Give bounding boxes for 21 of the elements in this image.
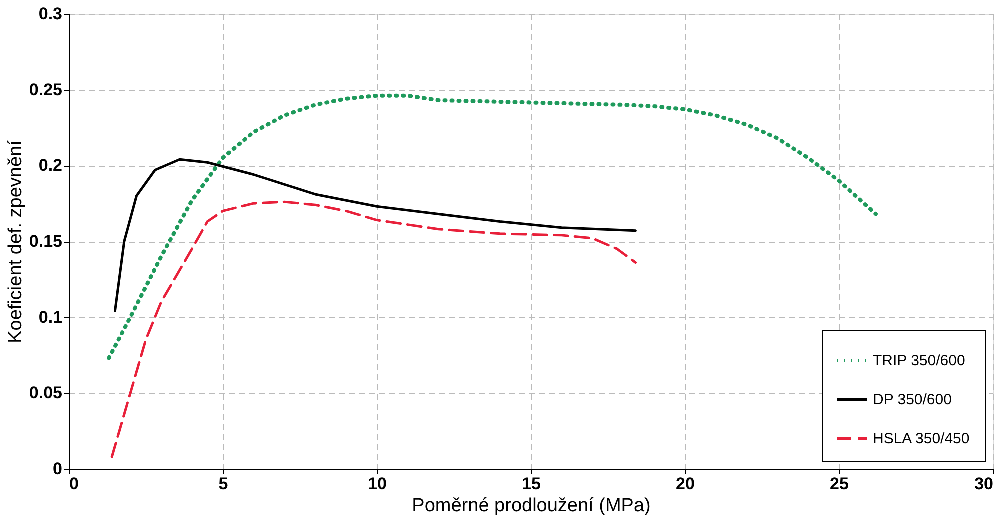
y-tick-label: 0.25 xyxy=(29,80,62,100)
x-tick-label: 30 xyxy=(974,474,994,494)
y-tick-label: 0.2 xyxy=(38,156,62,176)
legend-label: HSLA 350/450 xyxy=(873,430,970,448)
y-tick-label: 0.15 xyxy=(29,232,62,251)
x-tick-label: 20 xyxy=(676,474,695,494)
x-tick-label: 0 xyxy=(70,474,79,494)
x-tick-label: 15 xyxy=(522,474,541,494)
y-tick-label: 0.05 xyxy=(29,384,62,403)
x-tick-label: 25 xyxy=(830,474,849,494)
line-series xyxy=(110,200,637,458)
y-tick-label: 0.1 xyxy=(38,308,62,327)
legend-label: DP 350/600 xyxy=(873,392,952,408)
x-tick-label: 10 xyxy=(368,474,387,494)
line-series xyxy=(114,158,637,313)
y-tick-label: 0 xyxy=(53,460,62,478)
y-tick-label: 0.3 xyxy=(38,4,62,24)
legend-label: TRIP 350/600 xyxy=(873,352,966,370)
x-axis-title: Poměrné prodloužení (MPa) xyxy=(412,496,651,516)
y-axis-title: Koeficient def. zpevnění xyxy=(5,140,26,344)
x-tick-label: 5 xyxy=(218,474,228,494)
